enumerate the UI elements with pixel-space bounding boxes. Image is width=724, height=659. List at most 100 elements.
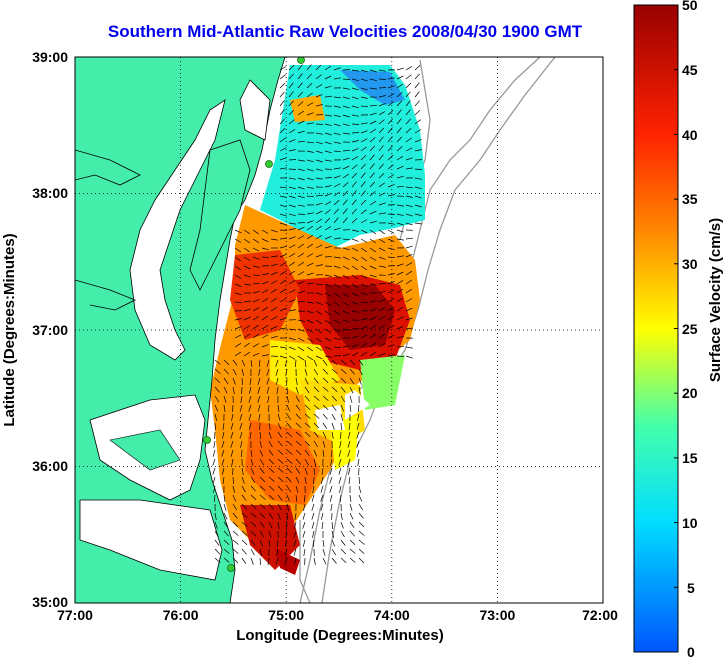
velocity-arrow	[342, 157, 350, 161]
velocity-arrow	[315, 132, 323, 135]
velocity-arrow	[270, 280, 278, 285]
velocity-arrow	[324, 75, 332, 80]
y-tick-label: 39:00	[32, 49, 68, 65]
velocity-arrow	[214, 413, 218, 421]
velocity-arrow	[277, 440, 283, 447]
colorbar-label: Surface Velocity (cm/s)	[707, 218, 724, 382]
velocity-arrow	[387, 354, 395, 357]
velocity-arrow	[243, 256, 251, 261]
velocity-arrow	[378, 333, 385, 339]
velocity-arrow	[405, 137, 412, 143]
velocity-arrow	[324, 346, 332, 350]
velocity-arrow	[333, 191, 340, 197]
velocity-arrow	[259, 530, 264, 538]
velocity-arrow	[342, 78, 351, 80]
velocity-arrow	[405, 355, 413, 359]
velocity-arrow	[369, 229, 377, 235]
velocity-arrow	[360, 219, 368, 224]
velocity-arrow	[303, 494, 306, 503]
velocity-arrow	[214, 404, 219, 412]
velocity-arrow	[387, 222, 395, 225]
velocity-arrow	[340, 386, 346, 393]
velocity-arrow	[322, 431, 327, 439]
velocity-arrow	[351, 343, 359, 348]
velocity-arrow	[342, 132, 350, 135]
velocity-arrow	[288, 337, 296, 341]
velocity-arrow	[223, 539, 230, 546]
velocity-arrow	[324, 255, 333, 258]
velocity-arrow	[342, 87, 350, 90]
velocity-arrow	[214, 395, 219, 403]
velocity-arrow	[369, 300, 377, 303]
velocity-arrow	[270, 271, 278, 276]
velocity-arrow	[356, 431, 360, 439]
velocity-arrow	[338, 467, 342, 475]
velocity-arrow	[315, 225, 322, 231]
velocity-arrow	[214, 377, 221, 384]
velocity-arrow	[297, 130, 305, 134]
velocity-arrow	[351, 199, 357, 206]
velocity-arrow	[304, 476, 307, 484]
velocity-arrow	[340, 395, 345, 403]
velocity-arrow	[240, 395, 243, 403]
velocity-arrow	[306, 150, 314, 153]
velocity-arrow	[261, 256, 270, 259]
velocity-arrow	[240, 440, 243, 448]
velocity-arrow	[241, 368, 245, 376]
velocity-arrow	[331, 359, 338, 366]
velocity-arrow	[243, 351, 251, 357]
velocity-arrow	[324, 337, 332, 342]
velocity-arrow	[279, 237, 288, 240]
velocity-arrow	[333, 310, 341, 316]
velocity-arrow	[396, 326, 404, 330]
velocity-arrow	[378, 229, 385, 235]
velocity-arrow	[243, 300, 251, 303]
velocity-arrow	[387, 247, 395, 251]
velocity-arrow	[270, 316, 278, 321]
velocity-arrow	[358, 548, 365, 554]
velocity-arrow	[275, 359, 279, 367]
velocity-arrow	[306, 319, 314, 324]
velocity-arrow	[396, 345, 405, 348]
velocity-arrow	[232, 485, 236, 493]
velocity-arrow	[333, 292, 340, 298]
velocity-arrow	[349, 548, 356, 554]
velocity-arrow	[333, 346, 342, 349]
velocity-arrow	[232, 539, 239, 545]
velocity-arrow	[232, 386, 235, 394]
velocity-arrow	[241, 557, 247, 564]
velocity-arrow	[279, 195, 287, 198]
velocity-arrow	[266, 359, 270, 367]
velocity-arrow	[223, 386, 228, 394]
velocity-arrow	[297, 328, 305, 332]
velocity-arrow	[241, 467, 244, 475]
velocity-arrow	[297, 290, 305, 294]
velocity-arrow	[279, 355, 287, 359]
velocity-arrow	[324, 193, 332, 197]
velocity-arrow	[266, 368, 270, 376]
velocity-arrow	[351, 335, 359, 339]
velocity-arrow	[358, 503, 363, 511]
velocity-arrow	[288, 177, 296, 180]
velocity-arrow	[252, 265, 260, 268]
velocity-arrow	[396, 255, 404, 258]
velocity-arrow	[349, 512, 354, 520]
velocity-arrow	[288, 168, 297, 170]
velocity-arrow	[315, 177, 323, 180]
velocity-arrow	[252, 315, 260, 321]
velocity-arrow	[223, 557, 230, 563]
x-axis: 77:00 76:00 75:00 74:00 73:00 72:00 Long…	[57, 607, 618, 644]
velocity-arrow	[222, 476, 225, 484]
velocity-arrow	[232, 476, 234, 485]
velocity-arrow	[243, 316, 251, 321]
x-tick-label: 76:00	[163, 607, 199, 623]
velocity-arrow	[378, 145, 384, 152]
colorbar-tick: 20	[682, 385, 698, 401]
velocity-arrow	[313, 395, 320, 401]
velocity-arrow	[288, 139, 296, 143]
velocity-arrow	[333, 237, 341, 240]
velocity-arrow	[322, 395, 329, 401]
velocity-arrow	[279, 307, 287, 312]
velocity-arrow	[306, 220, 314, 224]
